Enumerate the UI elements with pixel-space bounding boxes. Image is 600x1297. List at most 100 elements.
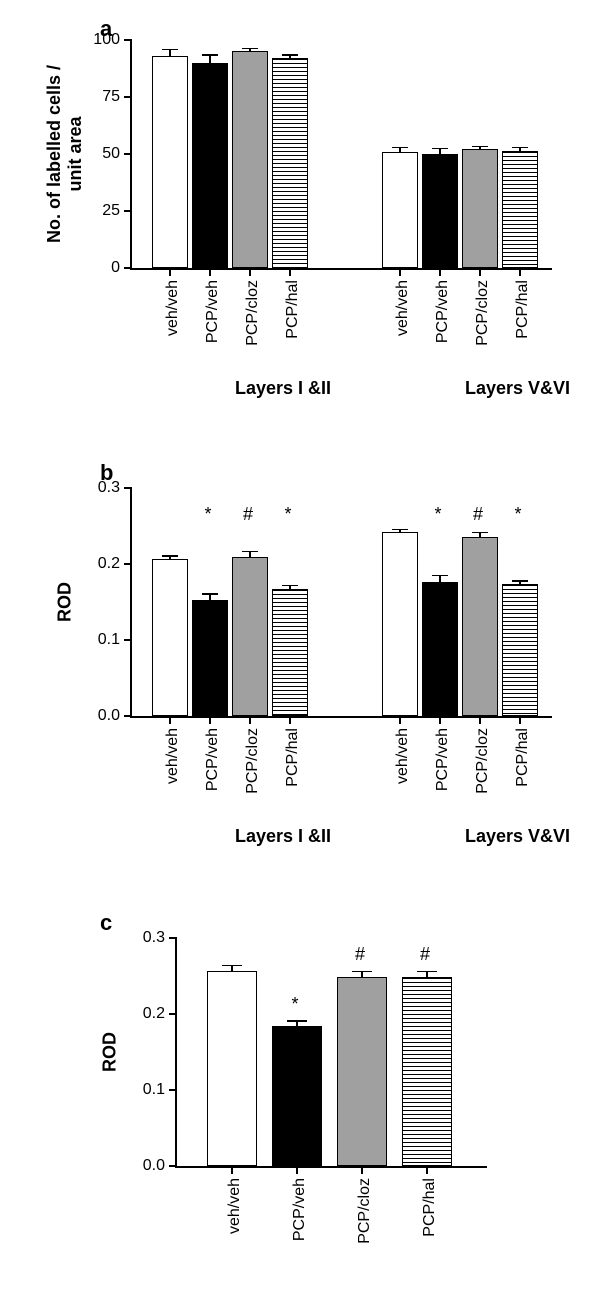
x-tick bbox=[361, 1166, 363, 1174]
bar-rect bbox=[232, 557, 268, 716]
x-tick bbox=[519, 716, 521, 724]
group-label: Layers V&VI bbox=[465, 826, 570, 847]
y-tick-label: 0.3 bbox=[143, 929, 165, 947]
bar-rect bbox=[337, 977, 387, 1166]
x-tick-label: PCP/hal bbox=[514, 728, 532, 787]
bar-rect bbox=[192, 600, 228, 716]
x-tick-label: PCP/hal bbox=[421, 1178, 439, 1237]
x-tick-label: PCP/veh bbox=[291, 1178, 309, 1241]
figure: a0255075100No. of labelled cells / unit … bbox=[0, 0, 600, 1297]
y-tick bbox=[124, 267, 132, 269]
x-tick-label: PCP/cloz bbox=[244, 280, 262, 346]
x-tick-label: veh/veh bbox=[394, 728, 412, 784]
y-tick-label: 75 bbox=[102, 88, 120, 106]
y-tick-label: 0.2 bbox=[98, 555, 120, 573]
x-tick bbox=[479, 716, 481, 724]
bar-rect bbox=[272, 589, 308, 716]
y-tick-label: 0.1 bbox=[98, 631, 120, 649]
bar-rect bbox=[272, 58, 308, 268]
x-tick bbox=[209, 716, 211, 724]
y-tick-label: 0.3 bbox=[98, 479, 120, 497]
significance-marker: # bbox=[473, 504, 483, 525]
y-tick bbox=[124, 210, 132, 212]
y-tick bbox=[169, 937, 177, 939]
significance-marker: # bbox=[355, 944, 365, 965]
bar-rect bbox=[207, 971, 257, 1166]
significance-marker: * bbox=[514, 504, 521, 525]
x-tick-label: PCP/cloz bbox=[474, 280, 492, 346]
group-label: Layers V&VI bbox=[465, 378, 570, 399]
x-tick bbox=[399, 716, 401, 724]
x-tick bbox=[289, 268, 291, 276]
x-tick-label: veh/veh bbox=[394, 280, 412, 336]
x-tick bbox=[399, 268, 401, 276]
x-tick-label: PCP/cloz bbox=[356, 1178, 374, 1244]
panel-label-c: c bbox=[100, 910, 112, 936]
x-tick-label: PCP/hal bbox=[284, 280, 302, 339]
bar-rect bbox=[152, 56, 188, 268]
y-tick bbox=[124, 639, 132, 641]
bar-rect bbox=[152, 559, 188, 716]
x-tick-label: PCP/hal bbox=[284, 728, 302, 787]
significance-marker: # bbox=[420, 944, 430, 965]
x-tick bbox=[209, 268, 211, 276]
x-tick bbox=[439, 268, 441, 276]
bar-rect bbox=[192, 63, 228, 268]
x-tick bbox=[479, 268, 481, 276]
x-tick bbox=[439, 716, 441, 724]
significance-marker: * bbox=[434, 504, 441, 525]
y-tick bbox=[124, 487, 132, 489]
x-tick-label: PCP/veh bbox=[434, 728, 452, 791]
plot-area-c: 0.00.10.20.3 bbox=[175, 938, 487, 1168]
x-tick bbox=[169, 268, 171, 276]
bar-rect bbox=[502, 584, 538, 716]
y-axis-title-c: ROD bbox=[100, 1032, 121, 1072]
x-tick-label: PCP/veh bbox=[204, 280, 222, 343]
x-tick bbox=[296, 1166, 298, 1174]
y-tick-label: 100 bbox=[93, 31, 120, 49]
x-tick bbox=[519, 268, 521, 276]
plot-area-b: 0.00.10.20.3 bbox=[130, 488, 552, 718]
y-tick bbox=[124, 39, 132, 41]
bar-rect bbox=[272, 1026, 322, 1166]
x-tick-label: PCP/cloz bbox=[244, 728, 262, 794]
x-tick bbox=[231, 1166, 233, 1174]
y-tick bbox=[169, 1165, 177, 1167]
bar-rect bbox=[422, 582, 458, 716]
bar-rect bbox=[462, 537, 498, 716]
x-tick bbox=[249, 716, 251, 724]
y-tick-label: 50 bbox=[102, 145, 120, 163]
y-tick-label: 25 bbox=[102, 202, 120, 220]
x-tick bbox=[249, 268, 251, 276]
y-tick-label: 0.0 bbox=[143, 1157, 165, 1175]
y-tick-label: 0.1 bbox=[143, 1081, 165, 1099]
bar-rect bbox=[502, 151, 538, 268]
bar-rect bbox=[382, 532, 418, 716]
x-tick bbox=[289, 716, 291, 724]
y-axis-title-a: No. of labelled cells / unit area bbox=[44, 65, 86, 243]
y-tick bbox=[169, 1089, 177, 1091]
y-tick-label: 0.2 bbox=[143, 1005, 165, 1023]
x-tick-label: PCP/veh bbox=[434, 280, 452, 343]
significance-marker: * bbox=[204, 504, 211, 525]
x-tick-label: PCP/cloz bbox=[474, 728, 492, 794]
bar-rect bbox=[402, 977, 452, 1166]
y-tick bbox=[124, 715, 132, 717]
y-axis-title-b: ROD bbox=[55, 582, 76, 622]
plot-area-a: 0255075100 bbox=[130, 40, 552, 270]
y-tick bbox=[169, 1013, 177, 1015]
significance-marker: * bbox=[284, 504, 291, 525]
bar-rect bbox=[382, 152, 418, 268]
group-label: Layers I &II bbox=[235, 378, 331, 399]
y-tick bbox=[124, 563, 132, 565]
significance-marker: # bbox=[243, 504, 253, 525]
y-tick bbox=[124, 96, 132, 98]
bar-rect bbox=[422, 154, 458, 268]
bar-rect bbox=[232, 51, 268, 268]
y-tick-label: 0 bbox=[111, 259, 120, 277]
x-tick-label: veh/veh bbox=[164, 728, 182, 784]
x-tick bbox=[169, 716, 171, 724]
x-tick-label: PCP/veh bbox=[204, 728, 222, 791]
y-tick bbox=[124, 153, 132, 155]
bar-rect bbox=[462, 149, 498, 268]
